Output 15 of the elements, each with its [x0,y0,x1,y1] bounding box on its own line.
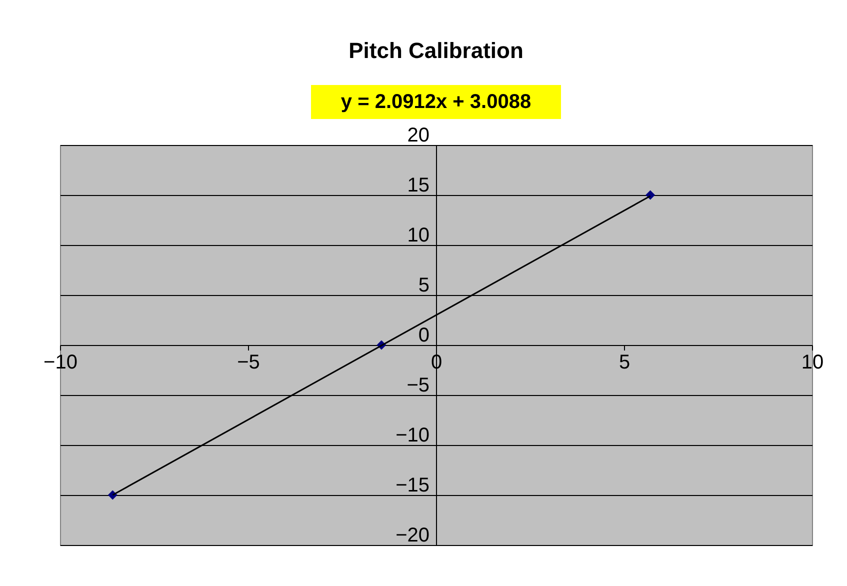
x-tick-label: −5 [237,352,260,374]
y-tick-label: 20 [407,124,430,146]
y-tick-label: 15 [407,174,430,196]
x-tick-label: −10 [44,352,78,374]
y-tick-label: −5 [406,374,430,396]
x-tick-label: 10 [801,352,824,374]
y-tick-label: −15 [396,474,430,496]
text: y = 2.0912x + 3.0088 [340,91,532,113]
y-tick-label: 5 [418,274,430,296]
chart-title: Pitch Calibration [348,38,524,63]
y-tick-label: −10 [396,424,430,446]
y-tick-label: −20 [396,524,430,546]
y-tick-label: 10 [407,224,430,246]
y-tick-label: 0 [418,324,430,346]
x-tick-label: 5 [618,352,630,374]
